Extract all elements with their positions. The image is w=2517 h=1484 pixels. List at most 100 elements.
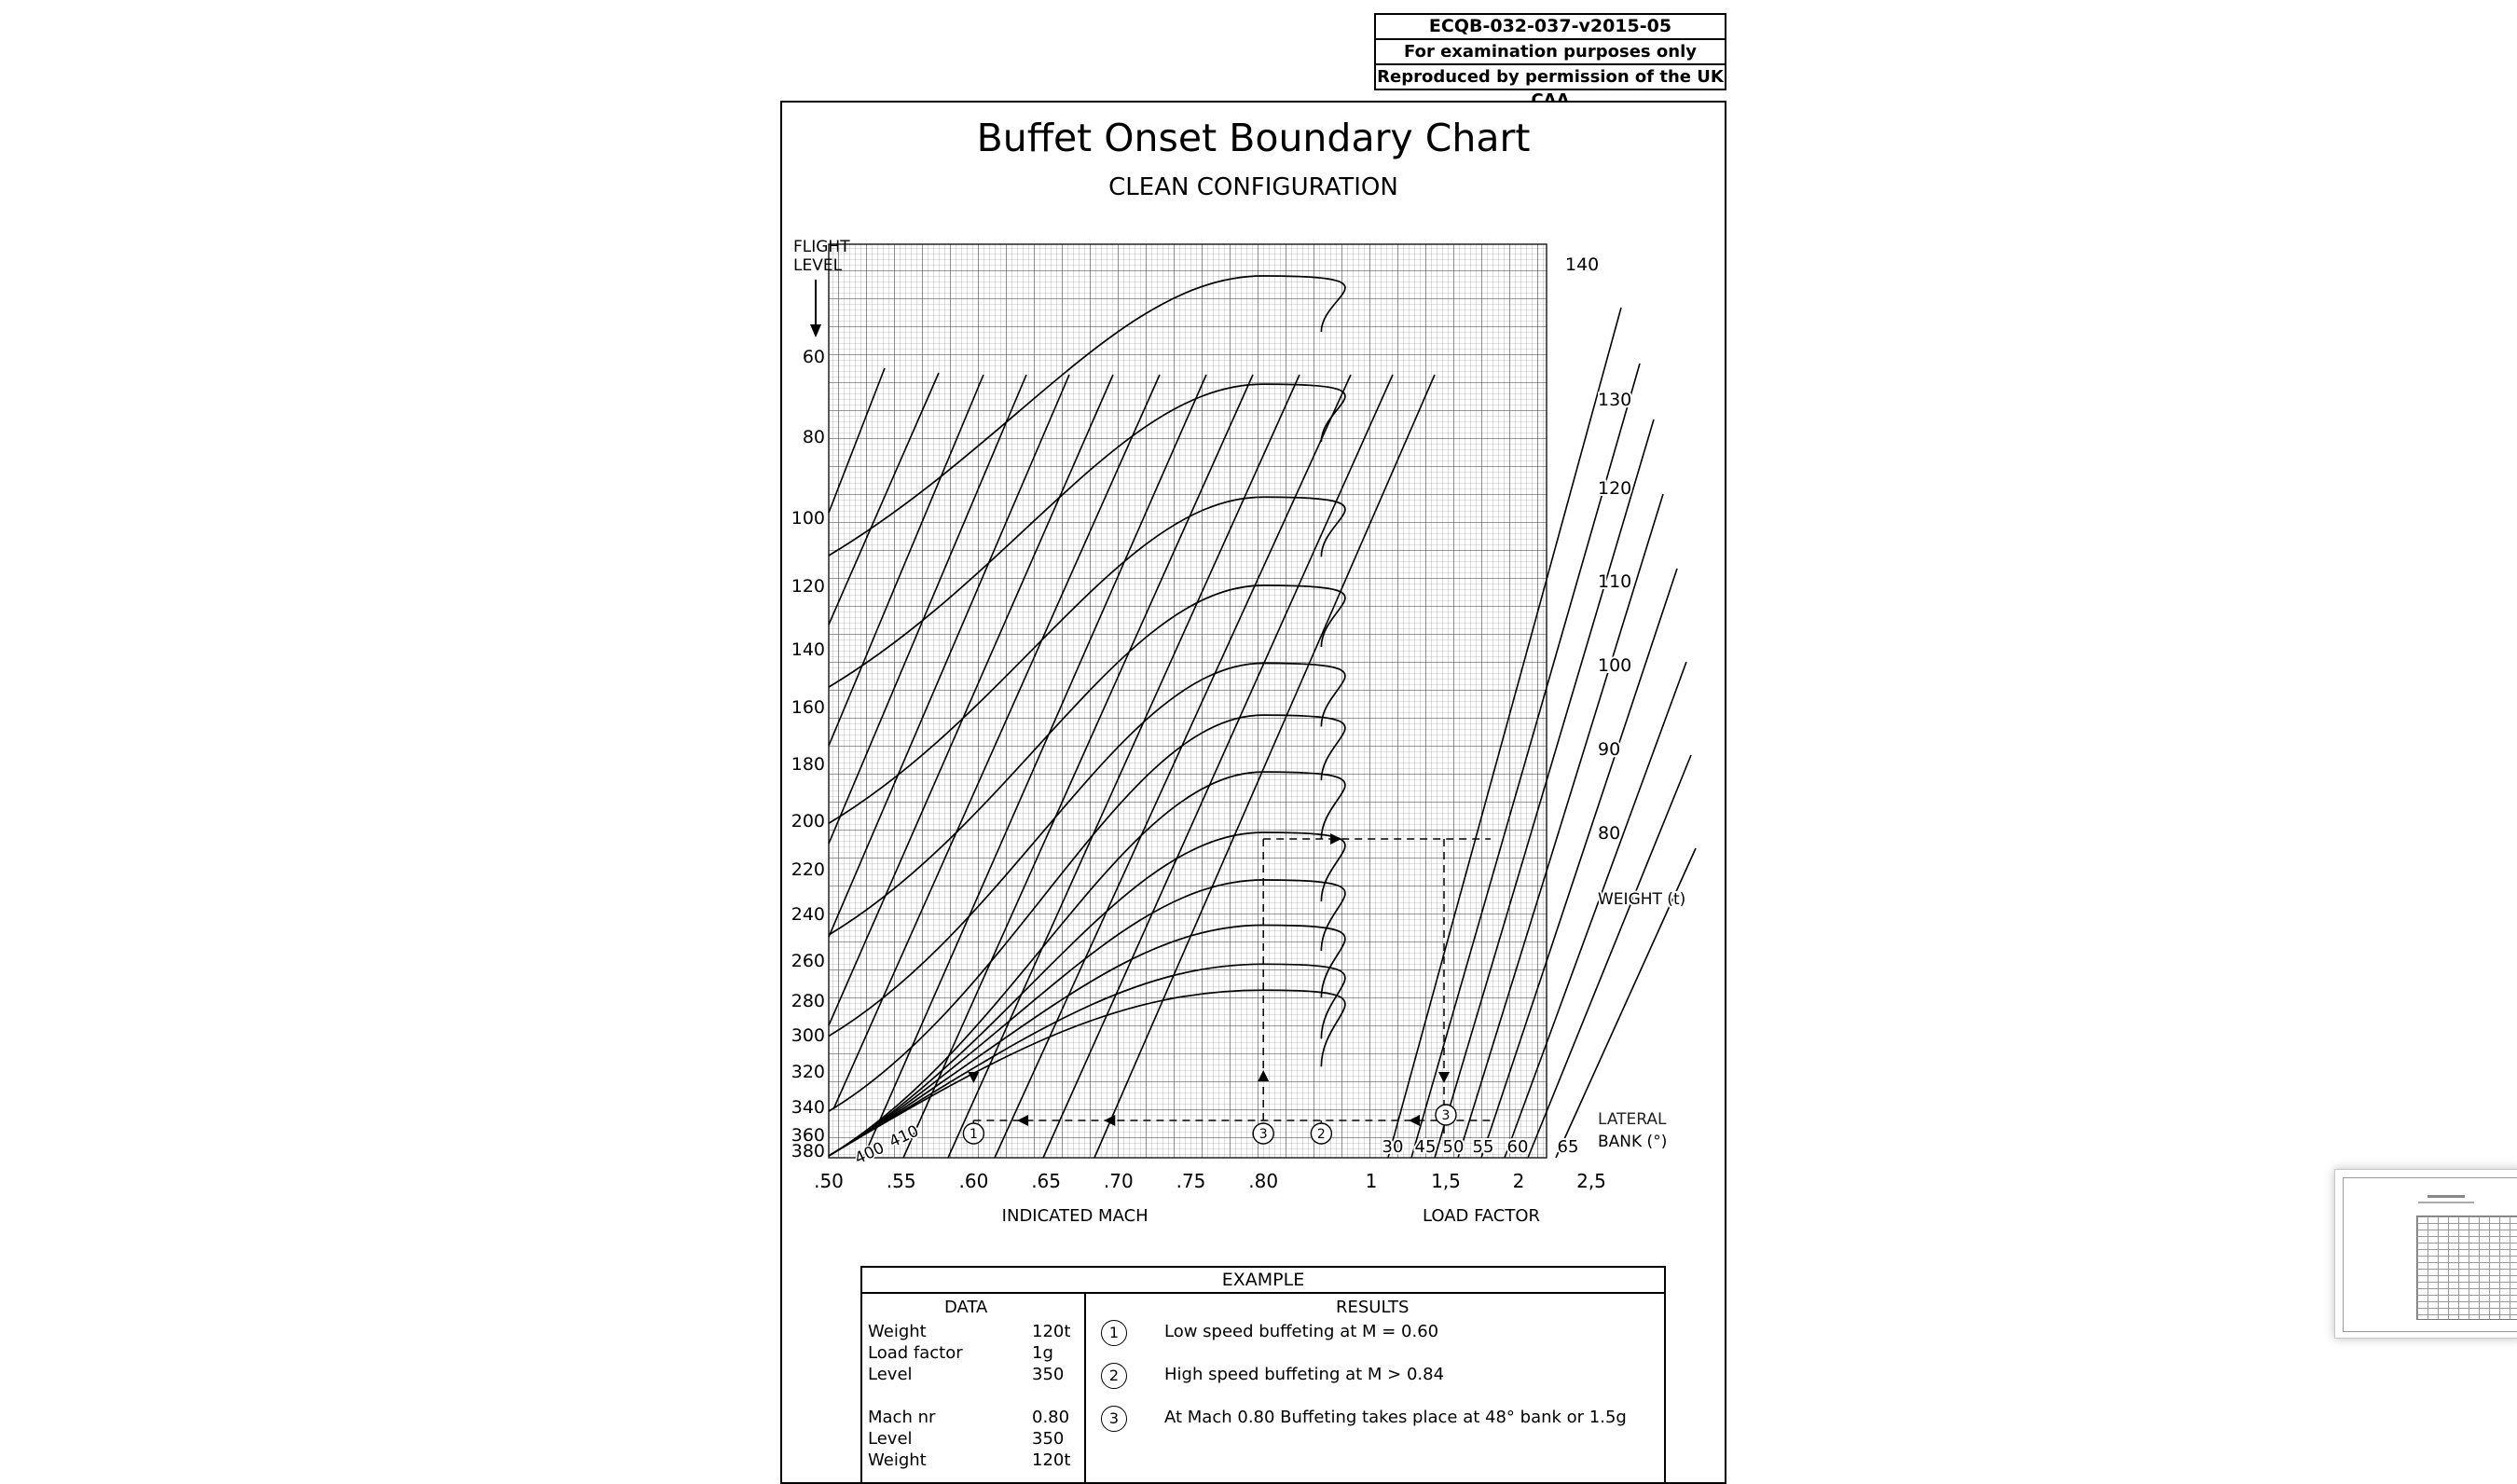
low-speed-line	[828, 374, 1070, 938]
thumbnail-subtitle	[2418, 1202, 2474, 1203]
example-table: EXAMPLE DATA Weight 120t Load factor 1g …	[860, 1266, 1666, 1482]
buffet-boundary-curve	[828, 771, 1346, 1157]
bank-tick: 55	[1473, 1137, 1494, 1157]
low-speed-line	[828, 367, 886, 514]
result-marker: 1	[1101, 1320, 1127, 1346]
weight-tick: 80	[1598, 823, 1620, 844]
mach-tick: .55	[887, 1170, 916, 1192]
load-factor-tick: 1	[1366, 1170, 1378, 1192]
load-factor-axis-label: LOAD FACTOR	[1423, 1206, 1540, 1226]
data-row-value: 120t	[1032, 1450, 1071, 1470]
flight-level-tick: 60	[803, 347, 825, 367]
low-speed-line	[832, 374, 1161, 1110]
flight-level-tick: 200	[791, 811, 825, 831]
result-text: Low speed buffeting at M = 0.60	[1164, 1322, 1439, 1341]
data-row-value: 0.80	[1032, 1408, 1070, 1427]
mach-tick: .65	[1031, 1170, 1061, 1192]
flight-level-tick: 300	[791, 1025, 825, 1046]
weight-tick: 100	[1598, 655, 1631, 676]
flight-level-tick: 380	[791, 1141, 825, 1161]
buffet-boundary-curve	[828, 496, 1346, 824]
result-marker: 2	[1101, 1363, 1127, 1389]
example-path-layer: 1 2 3 3	[962, 833, 1491, 1145]
low-speed-line	[828, 374, 1027, 845]
flight-level-tick: 280	[791, 991, 825, 1011]
arrow-head	[1409, 1115, 1420, 1126]
result-text: High speed buffeting at M > 0.84	[1164, 1365, 1445, 1384]
weight-tick: 140	[1565, 254, 1599, 275]
mach-tick: .50	[814, 1170, 844, 1192]
buffet-boundary-curve	[828, 383, 1346, 688]
marker-number: 3	[1259, 1127, 1268, 1142]
thumbnail-title	[2428, 1195, 2465, 1198]
marker-circle	[962, 1122, 985, 1145]
mach-tick: .75	[1176, 1170, 1206, 1192]
flight-level-tick: 260	[791, 951, 825, 971]
data-row-label: Level	[868, 1365, 913, 1384]
result-text: At Mach 0.80 Buffeting takes place at 48…	[1164, 1408, 1627, 1427]
page-thumbnail[interactable]	[2334, 1169, 2517, 1339]
low-speed-line	[828, 374, 984, 747]
example-marker: 3	[1252, 1122, 1274, 1145]
marker-circle	[1310, 1122, 1333, 1145]
buffet-boundary-curve	[828, 275, 1346, 556]
weight-tick: 120	[1598, 478, 1631, 499]
chart-subtitle: CLEAN CONFIGURATION	[1108, 173, 1398, 201]
buffet-boundary-curve	[828, 662, 1346, 1037]
example-body: DATA Weight 120t Load factor 1g Level 35…	[862, 1294, 1664, 1482]
weight-load-line	[1434, 419, 1655, 1159]
document-page: Buffet Onset Boundary Chart CLEAN CONFIG…	[780, 101, 1726, 1484]
flight-level-arrow-head	[810, 324, 821, 337]
document-code: ECQB-032-037-v2015-05	[1376, 15, 1725, 40]
low-speed-line	[828, 374, 1114, 1026]
coarse-grid	[829, 244, 1547, 1158]
arrow-head	[1017, 1115, 1029, 1126]
mach-axis-label: INDICATED MACH	[1002, 1206, 1148, 1226]
plot-frame	[828, 243, 1547, 1159]
example-heading: EXAMPLE	[862, 1268, 1664, 1294]
low-speed-line	[828, 372, 940, 625]
weight-load-line	[1410, 363, 1641, 1159]
flight-level-label: FLIGHT	[793, 238, 850, 256]
weight-tick: 90	[1598, 739, 1620, 760]
weight-load-line	[1504, 661, 1687, 1159]
exam-purpose-note: For examination purposes only	[1376, 40, 1725, 65]
flight-level-tick: 100	[791, 508, 825, 529]
marker-circle	[1435, 1104, 1457, 1126]
data-row-label: Mach nr	[868, 1408, 936, 1427]
thumbnail-table	[2416, 1216, 2517, 1320]
data-row-value: 350	[1032, 1429, 1065, 1449]
mach-tick: .70	[1104, 1170, 1134, 1192]
buffet-chart: 1 233 FLIGHTLEVEL608010012014016018020022…	[791, 238, 1697, 1226]
arrow-head	[1438, 1072, 1450, 1083]
flight-level-tick: 360	[791, 1125, 825, 1146]
curves-layer	[828, 275, 1697, 1159]
bank-tick: 60	[1507, 1137, 1529, 1157]
arrow-head	[968, 1072, 980, 1083]
buffet-boundary-curve	[828, 963, 1346, 1157]
load-factor-tick: 2	[1513, 1170, 1525, 1192]
low-speed-line	[947, 374, 1300, 1159]
flight-level-tick: 340	[791, 1097, 825, 1118]
low-speed-line	[994, 374, 1352, 1159]
load-factor-tick: 2,5	[1576, 1170, 1606, 1192]
flight-level-tick: 180	[791, 754, 825, 775]
example-marker: 1	[962, 1122, 985, 1145]
bank-tick: 50	[1443, 1137, 1465, 1157]
flight-level-label: LEVEL	[793, 256, 843, 275]
data-row-value: 350	[1032, 1365, 1065, 1384]
flight-level-tick: 120	[791, 576, 825, 597]
weight-load-line	[1555, 847, 1697, 1159]
flight-level-tick: 240	[791, 904, 825, 925]
document-id-box: ECQB-032-037-v2015-05 For examination pu…	[1374, 13, 1726, 110]
weight-tick: 110	[1598, 571, 1631, 592]
bank-tick: 65	[1558, 1137, 1579, 1157]
arrow-head	[1330, 833, 1341, 845]
example-results-column: RESULTS 1 Low speed buffeting at M = 0.6…	[1086, 1294, 1664, 1482]
bank-tick: 45	[1415, 1137, 1437, 1157]
marker-number: 3	[1442, 1108, 1451, 1123]
bank-tick: 30	[1382, 1137, 1404, 1157]
marker-number: 1	[970, 1127, 978, 1142]
thumbnail-sheet	[2343, 1177, 2517, 1332]
data-row-label: Weight	[868, 1322, 927, 1341]
